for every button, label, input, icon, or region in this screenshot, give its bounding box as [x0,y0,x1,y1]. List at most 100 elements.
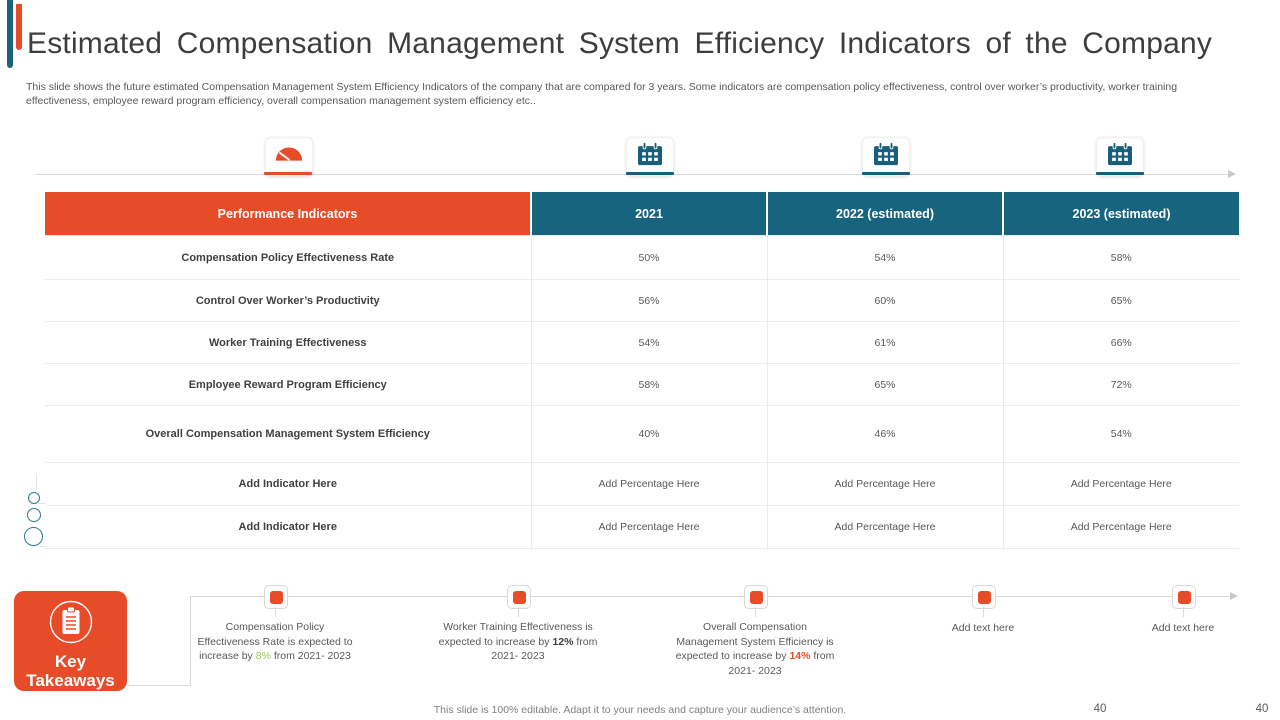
add-percentage-placeholder[interactable]: Add Percentage Here [766,462,1003,506]
decorative-circle-large [24,527,43,546]
add-percentage-placeholder[interactable]: Add Percentage Here [1002,462,1239,506]
cell-value: 46% [766,405,1003,463]
table-row: Compensation Policy Effectiveness Rate 5… [45,235,1239,280]
takeaway-text: Worker Training Effectiveness is expecte… [438,621,593,648]
slide-description: This slide shows the future estimated Co… [26,81,1178,107]
cell-value: 60% [766,279,1003,322]
takeaway-marker [744,585,768,609]
key-takeaways-box: Key Takeaways [14,591,127,691]
takeaway-highlight-1: 12% [552,635,574,648]
cell-value: 61% [766,321,1003,364]
table-row-placeholder: Add Indicator Here Add Percentage Here A… [45,505,1239,549]
table-header-2022: 2022 (estimated) [766,192,1003,236]
clipboard-icon [48,599,94,650]
calendar-icon-underline-2021 [626,172,674,175]
table-row: Overall Compensation Management System E… [45,405,1239,463]
takeaway-text-3: Overall Compensation Management System E… [672,620,838,678]
cell-value: 50% [530,235,767,280]
gauge-icon-card [265,137,313,176]
row-label: Compensation Policy Effectiveness Rate [45,235,531,280]
square-icon [269,590,283,604]
add-text-placeholder[interactable]: Add text here [1151,622,1215,634]
marker-tick [518,607,519,617]
cell-value: 56% [530,279,767,322]
takeaway-text-2: Worker Training Effectiveness is expecte… [438,620,598,664]
gauge-icon-underline [264,172,312,175]
cell-value: 66% [1002,321,1239,364]
cell-value: 72% [1002,363,1239,406]
takeaway-marker [1172,585,1196,609]
table-row: Worker Training Effectiveness 54% 61% 66… [45,321,1239,364]
cell-value: 58% [1002,235,1239,280]
cell-value: 58% [530,363,767,406]
takeaway-highlight-2: 14% [789,650,811,662]
takeaway-marker [972,585,996,609]
indicators-table: Performance Indicators 2021 2022 (estima… [45,192,1239,549]
add-percentage-placeholder[interactable]: Add Percentage Here [530,505,767,549]
page-number: 40 [1093,703,1107,715]
decorative-line [38,503,45,504]
page-title: Estimated Compensation Management System… [27,27,1213,60]
table-header-performance-indicators: Performance Indicators [45,192,531,236]
calendar-icon [1107,142,1133,171]
takeaways-connector-line [190,596,191,686]
takeaways-timeline-line [190,596,1232,597]
table-row: Control Over Worker’s Productivity 56% 6… [45,279,1239,322]
takeaway-highlight-0: 8% [255,650,271,662]
cell-value: 54% [530,321,767,364]
calendar-icon-underline-2023 [1096,172,1144,175]
square-icon [977,590,991,604]
takeaway-marker [507,585,531,609]
row-label: Overall Compensation Management System E… [45,405,531,463]
calendar-icon [873,142,899,171]
decorative-line [36,474,37,490]
takeaway-text: Overall Compensation Management System E… [675,621,834,662]
decorative-line [40,546,45,547]
title-accent-bar-orange [16,4,22,50]
calendar-icon-card-2023 [1096,137,1144,176]
cell-value: 40% [530,405,767,463]
takeaway-text: Compensation Policy Effectiveness Rate i… [197,621,353,662]
table-header-2023: 2023 (estimated) [1002,192,1239,236]
add-indicator-placeholder[interactable]: Add Indicator Here [45,505,531,549]
title-accent-bar-teal [7,0,13,68]
marker-tick [983,607,984,617]
add-text-placeholder[interactable]: Add text here [951,622,1015,634]
takeaways-connector-line [127,685,190,686]
takeaway-marker [264,585,288,609]
calendar-icon-underline-2022 [862,172,910,175]
takeaway-text: from 2021- 2023 [270,650,351,662]
row-label: Worker Training Effectiveness [45,321,531,364]
add-percentage-placeholder[interactable]: Add Percentage Here [530,462,767,506]
add-percentage-placeholder[interactable]: Add Percentage Here [1002,505,1239,549]
page-number-right: 40 [1255,703,1269,715]
row-label: Control Over Worker’s Productivity [45,279,531,322]
cell-value: 54% [1002,405,1239,463]
marker-tick [1183,607,1184,617]
add-indicator-placeholder[interactable]: Add Indicator Here [45,462,531,506]
table-row: Employee Reward Program Efficiency 58% 6… [45,363,1239,406]
cell-value: 65% [766,363,1003,406]
decorative-circle-medium [27,508,41,522]
decorative-circle-small [28,492,40,504]
gauge-icon [274,145,304,168]
takeaway-text: from 2021- 2023 [491,635,598,663]
icons-timeline-arrow-icon [1228,170,1236,178]
row-label: Employee Reward Program Efficiency [45,363,531,406]
calendar-icon-card-2021 [626,137,674,176]
key-takeaways-title: Key Takeaways [26,652,115,690]
cell-value: 65% [1002,279,1239,322]
square-icon [512,590,526,604]
square-icon [749,590,763,604]
calendar-icon-card-2022 [862,137,910,176]
add-percentage-placeholder[interactable]: Add Percentage Here [766,505,1003,549]
takeaway-text: from 2021- 2023 [728,650,835,677]
square-icon [1177,590,1191,604]
table-header-row: Performance Indicators 2021 2022 (estima… [45,192,1239,236]
takeaway-text-1: Compensation Policy Effectiveness Rate i… [195,620,355,664]
marker-tick [755,607,756,617]
editable-note: This slide is 100% editable. Adapt it to… [433,704,847,716]
marker-tick [275,607,276,617]
takeaways-timeline-arrow-icon [1230,592,1238,600]
